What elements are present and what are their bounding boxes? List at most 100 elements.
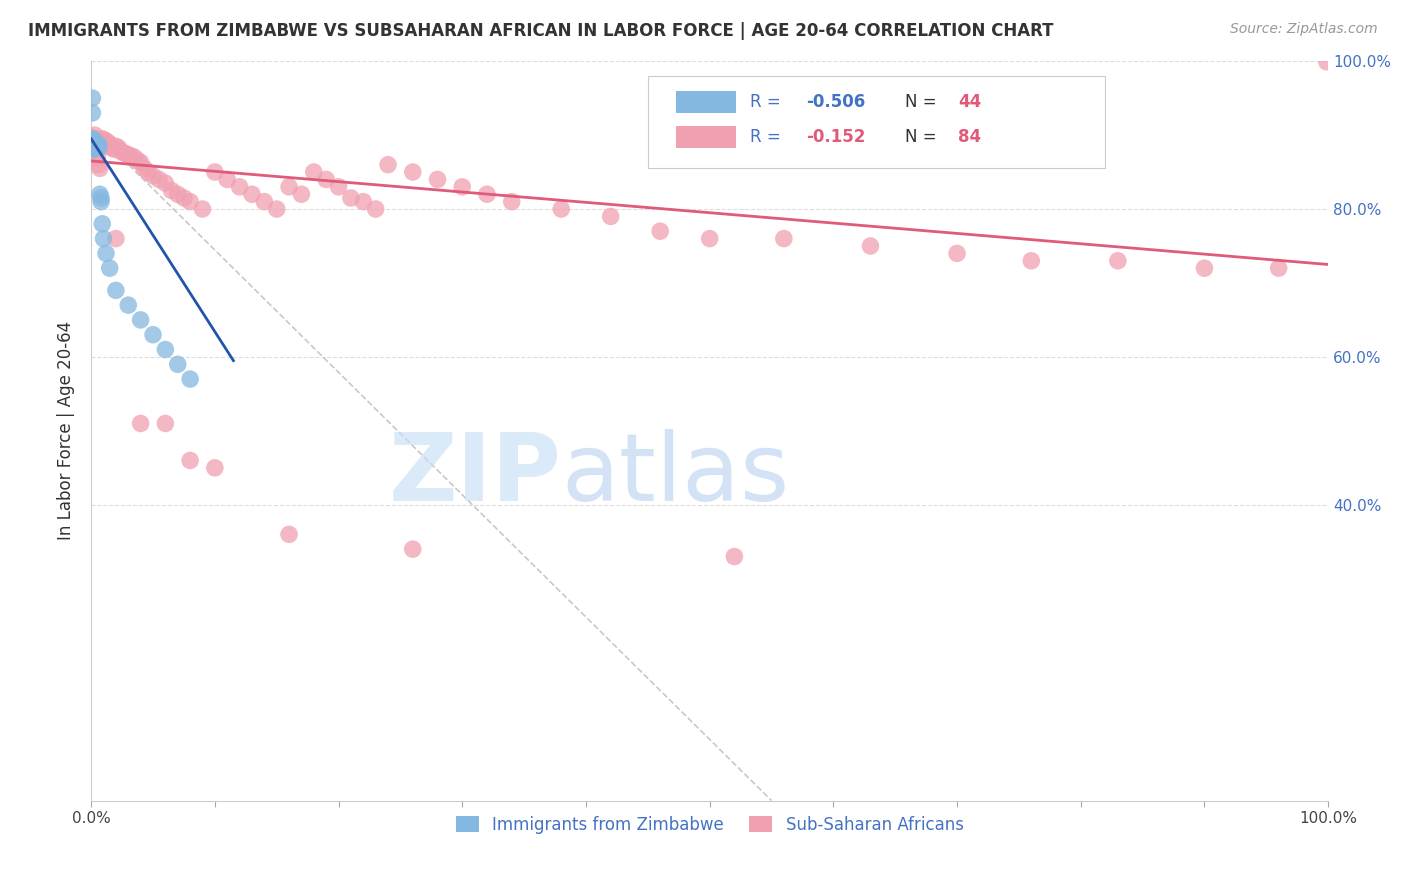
Text: Source: ZipAtlas.com: Source: ZipAtlas.com — [1230, 22, 1378, 37]
Point — [83, 128, 105, 142]
Point — [148, 172, 170, 186]
Point — [82, 135, 104, 149]
Point — [217, 172, 239, 186]
Point — [723, 549, 745, 564]
Point — [402, 542, 425, 557]
Point — [179, 194, 201, 209]
Point — [82, 106, 104, 120]
Point — [160, 184, 183, 198]
Point — [127, 153, 149, 168]
Point — [1107, 253, 1129, 268]
Point — [83, 138, 105, 153]
Point — [142, 169, 165, 183]
Point — [204, 165, 226, 179]
Point — [134, 161, 156, 176]
Point — [91, 132, 114, 146]
Point — [228, 179, 250, 194]
Point — [328, 179, 350, 194]
Point — [451, 179, 474, 194]
Point — [103, 142, 125, 156]
Point — [110, 145, 132, 159]
Point — [87, 141, 110, 155]
Point — [87, 137, 110, 152]
Point — [340, 191, 363, 205]
Text: atlas: atlas — [561, 429, 789, 521]
Point — [83, 137, 105, 152]
Point — [83, 135, 105, 149]
Point — [166, 357, 188, 371]
Point — [501, 194, 523, 209]
Point — [104, 284, 127, 298]
Text: N =: N = — [905, 128, 942, 146]
Point — [89, 187, 111, 202]
Point — [84, 139, 107, 153]
Point — [87, 135, 110, 149]
Point — [94, 139, 117, 153]
Point — [315, 172, 337, 186]
Point — [94, 133, 117, 147]
Point — [83, 136, 105, 150]
Point — [120, 149, 142, 163]
Point — [129, 313, 152, 327]
Point — [550, 202, 572, 216]
Point — [90, 191, 112, 205]
Point — [352, 194, 374, 209]
Point — [117, 298, 139, 312]
Point — [86, 133, 108, 147]
Point — [90, 194, 112, 209]
Point — [84, 132, 107, 146]
Point — [83, 141, 105, 155]
Point — [90, 137, 112, 152]
Point — [112, 145, 135, 160]
Point — [129, 417, 152, 431]
Point — [94, 246, 117, 260]
Point — [82, 137, 104, 152]
Point — [1267, 261, 1289, 276]
Point — [191, 202, 214, 216]
Point — [82, 133, 104, 147]
Point — [87, 158, 110, 172]
Point — [599, 210, 621, 224]
Point — [650, 224, 672, 238]
Point — [204, 460, 226, 475]
Text: N =: N = — [905, 93, 942, 111]
Point — [104, 139, 127, 153]
Point — [97, 136, 120, 151]
Point — [1316, 54, 1339, 69]
FancyBboxPatch shape — [648, 76, 1105, 169]
Point — [98, 261, 121, 276]
Point — [83, 133, 105, 147]
Point — [699, 231, 721, 245]
Point — [426, 172, 449, 186]
Point — [253, 194, 276, 209]
Point — [89, 161, 111, 176]
Point — [83, 142, 105, 156]
Point — [82, 139, 104, 153]
Point — [1194, 261, 1216, 276]
Point — [93, 137, 115, 152]
Point — [89, 136, 111, 151]
Legend: Immigrants from Zimbabwe, Sub-Saharan Africans: Immigrants from Zimbabwe, Sub-Saharan Af… — [449, 809, 970, 840]
Point — [179, 372, 201, 386]
Point — [83, 139, 105, 153]
Point — [114, 146, 136, 161]
Text: -0.152: -0.152 — [806, 128, 866, 146]
Point — [86, 136, 108, 151]
Point — [402, 165, 425, 179]
Point — [83, 136, 105, 151]
Point — [83, 136, 105, 151]
Point — [155, 343, 177, 357]
Point — [86, 138, 108, 153]
Point — [142, 327, 165, 342]
Point — [124, 150, 146, 164]
Point — [83, 140, 105, 154]
Point — [364, 202, 387, 216]
Point — [290, 187, 312, 202]
Point — [946, 246, 969, 260]
FancyBboxPatch shape — [676, 126, 735, 148]
Point — [82, 133, 104, 147]
Point — [82, 132, 104, 146]
Point — [82, 136, 104, 151]
Point — [107, 141, 129, 155]
Point — [117, 148, 139, 162]
